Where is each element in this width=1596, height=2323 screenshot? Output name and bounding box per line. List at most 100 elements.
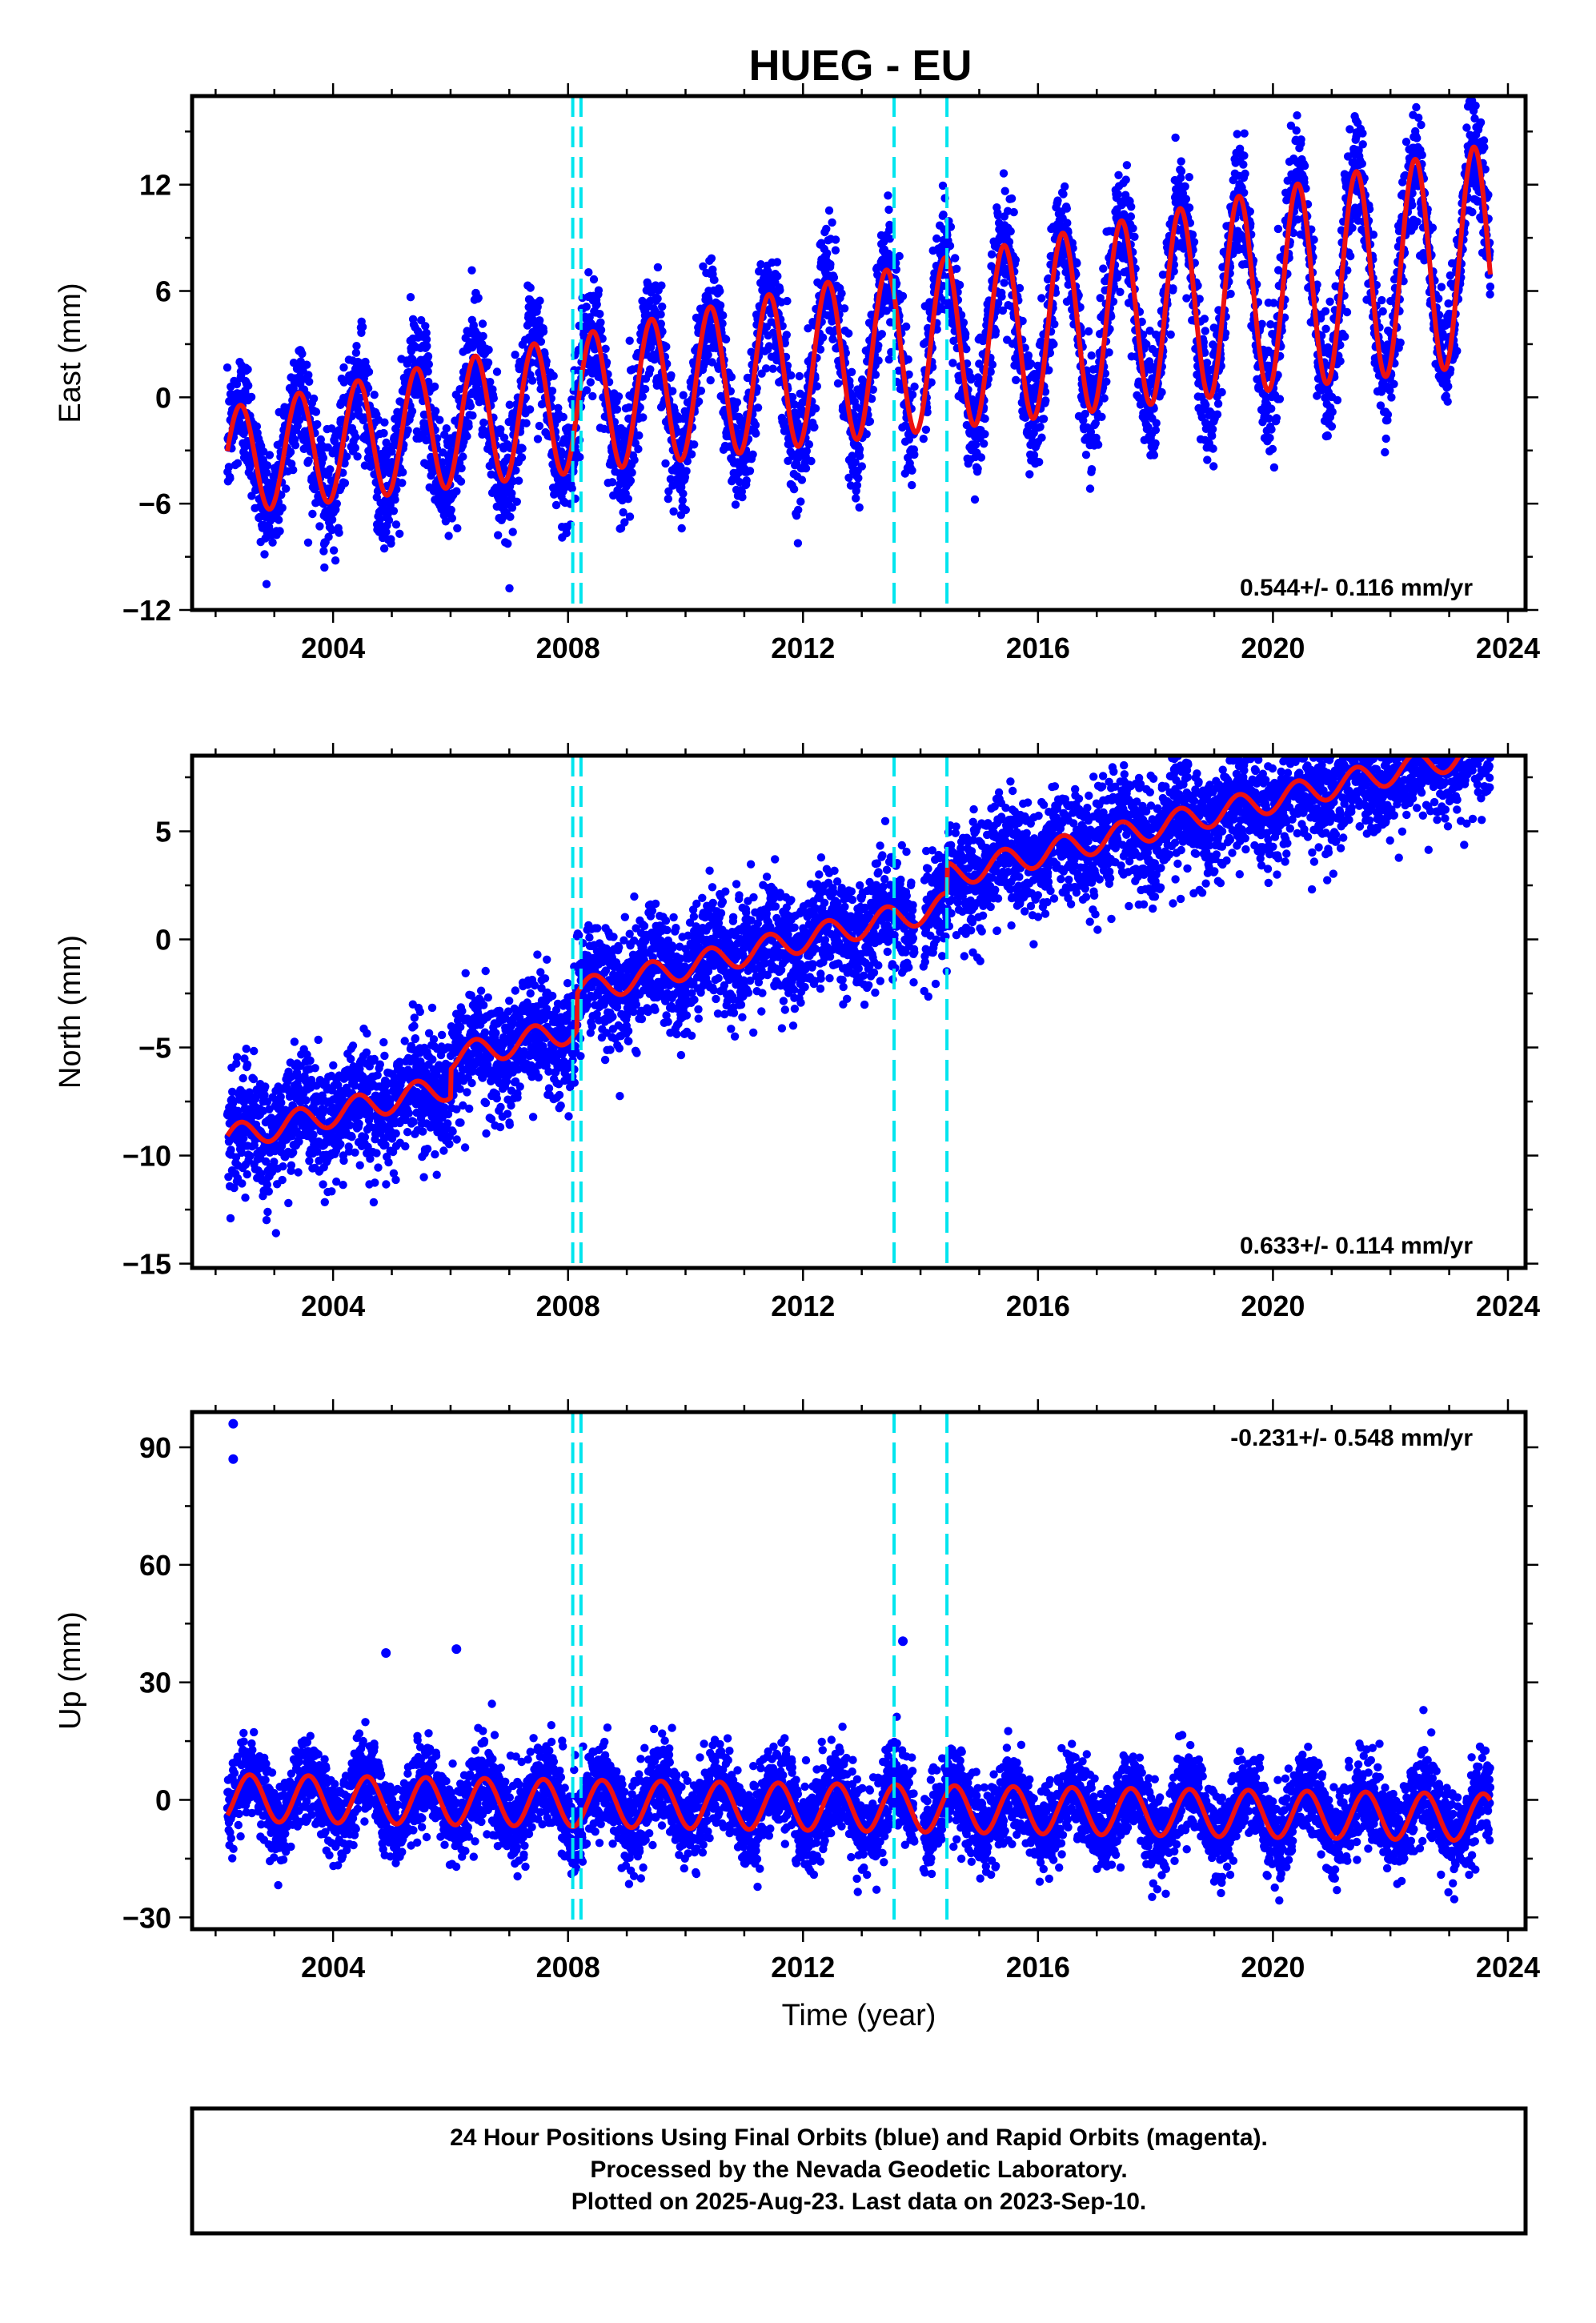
data-point xyxy=(742,476,751,485)
data-point xyxy=(1130,232,1139,241)
data-point xyxy=(959,318,968,327)
data-point xyxy=(753,403,763,412)
data-point xyxy=(1342,307,1352,317)
data-point xyxy=(303,538,313,547)
data-point xyxy=(382,528,391,536)
data-point xyxy=(1035,458,1044,467)
data-point xyxy=(1059,190,1068,199)
data-point xyxy=(320,563,329,572)
data-point xyxy=(731,500,740,509)
data-point xyxy=(927,378,936,387)
data-point xyxy=(998,306,1008,315)
data-point xyxy=(951,254,960,263)
data-point xyxy=(619,508,628,517)
data-point xyxy=(575,452,584,462)
data-point xyxy=(1053,196,1062,205)
data-point xyxy=(1208,425,1217,434)
data-point xyxy=(268,538,277,547)
data-point xyxy=(514,476,523,485)
data-point xyxy=(233,459,243,467)
data-point xyxy=(867,395,876,403)
data-point xyxy=(738,492,747,502)
data-point xyxy=(352,342,361,351)
data-point xyxy=(1041,396,1050,405)
data-point xyxy=(1121,175,1130,184)
data-point xyxy=(793,419,802,427)
data-point xyxy=(431,407,440,415)
data-point xyxy=(489,394,498,403)
data-point xyxy=(463,431,471,441)
data-point xyxy=(1348,223,1357,232)
data-point xyxy=(608,478,617,487)
data-point xyxy=(833,379,843,388)
data-point xyxy=(908,390,917,399)
data-point xyxy=(447,505,455,515)
data-point xyxy=(507,504,517,512)
data-point xyxy=(634,444,643,454)
data-point xyxy=(399,467,407,477)
data-point xyxy=(885,220,894,230)
data-point xyxy=(1097,412,1106,421)
data-point xyxy=(687,450,696,459)
data-point xyxy=(1241,169,1249,179)
data-point xyxy=(1327,422,1337,431)
data-point xyxy=(594,286,604,295)
data-point xyxy=(421,322,430,331)
data-point xyxy=(422,335,431,344)
data-point xyxy=(282,484,291,493)
data-point xyxy=(313,419,322,429)
data-point xyxy=(1292,126,1301,135)
data-point xyxy=(535,421,544,431)
data-point xyxy=(788,392,797,402)
data-point xyxy=(395,529,404,538)
data-point xyxy=(423,367,432,376)
data-point xyxy=(423,342,431,351)
data-point xyxy=(822,224,831,234)
data-point xyxy=(980,439,988,448)
data-point xyxy=(326,465,335,474)
data-point xyxy=(441,517,451,526)
data-point xyxy=(1169,284,1177,293)
data-point xyxy=(662,342,671,351)
data-point xyxy=(262,580,271,588)
data-point xyxy=(370,391,379,399)
data-point xyxy=(898,291,908,301)
data-point xyxy=(518,444,527,453)
data-point xyxy=(962,344,971,354)
data-point xyxy=(331,556,340,565)
data-point xyxy=(1275,395,1285,403)
data-point xyxy=(263,461,272,470)
data-point xyxy=(727,372,736,382)
data-point xyxy=(1122,161,1132,170)
data-point xyxy=(305,377,314,386)
data-point xyxy=(823,249,832,258)
data-point xyxy=(456,477,466,486)
data-point xyxy=(1267,404,1276,413)
data-point xyxy=(694,397,704,406)
data-point xyxy=(589,275,599,284)
data-point xyxy=(241,389,250,398)
data-point xyxy=(1321,307,1330,315)
data-point xyxy=(874,341,883,350)
data-point xyxy=(952,264,961,273)
data-point xyxy=(719,311,728,320)
data-point xyxy=(389,507,399,516)
data-point xyxy=(828,335,837,343)
data-point xyxy=(1015,283,1025,293)
data-point xyxy=(1061,182,1069,191)
data-point xyxy=(1102,377,1111,386)
data-point xyxy=(1166,330,1175,339)
data-point xyxy=(430,382,439,391)
data-point xyxy=(1081,451,1091,459)
data-point xyxy=(1085,484,1095,493)
data-point xyxy=(855,444,864,454)
data-point xyxy=(1268,444,1277,454)
data-point xyxy=(380,418,389,427)
data-point xyxy=(802,447,811,455)
data-point xyxy=(423,351,433,361)
data-point xyxy=(854,474,863,483)
data-point xyxy=(716,301,725,310)
data-point xyxy=(1063,219,1072,227)
data-point xyxy=(874,356,883,365)
data-point xyxy=(1129,224,1137,233)
